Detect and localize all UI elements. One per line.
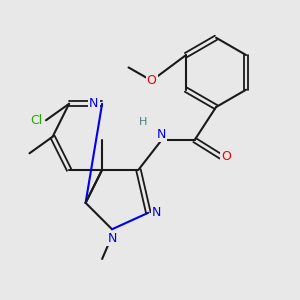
Text: N: N xyxy=(89,97,98,110)
Text: O: O xyxy=(147,74,157,87)
Text: O: O xyxy=(221,150,231,163)
Text: N: N xyxy=(152,206,161,219)
Text: N: N xyxy=(107,232,117,245)
Text: N: N xyxy=(157,128,166,141)
Text: Cl: Cl xyxy=(30,114,42,127)
Text: H: H xyxy=(139,117,148,127)
